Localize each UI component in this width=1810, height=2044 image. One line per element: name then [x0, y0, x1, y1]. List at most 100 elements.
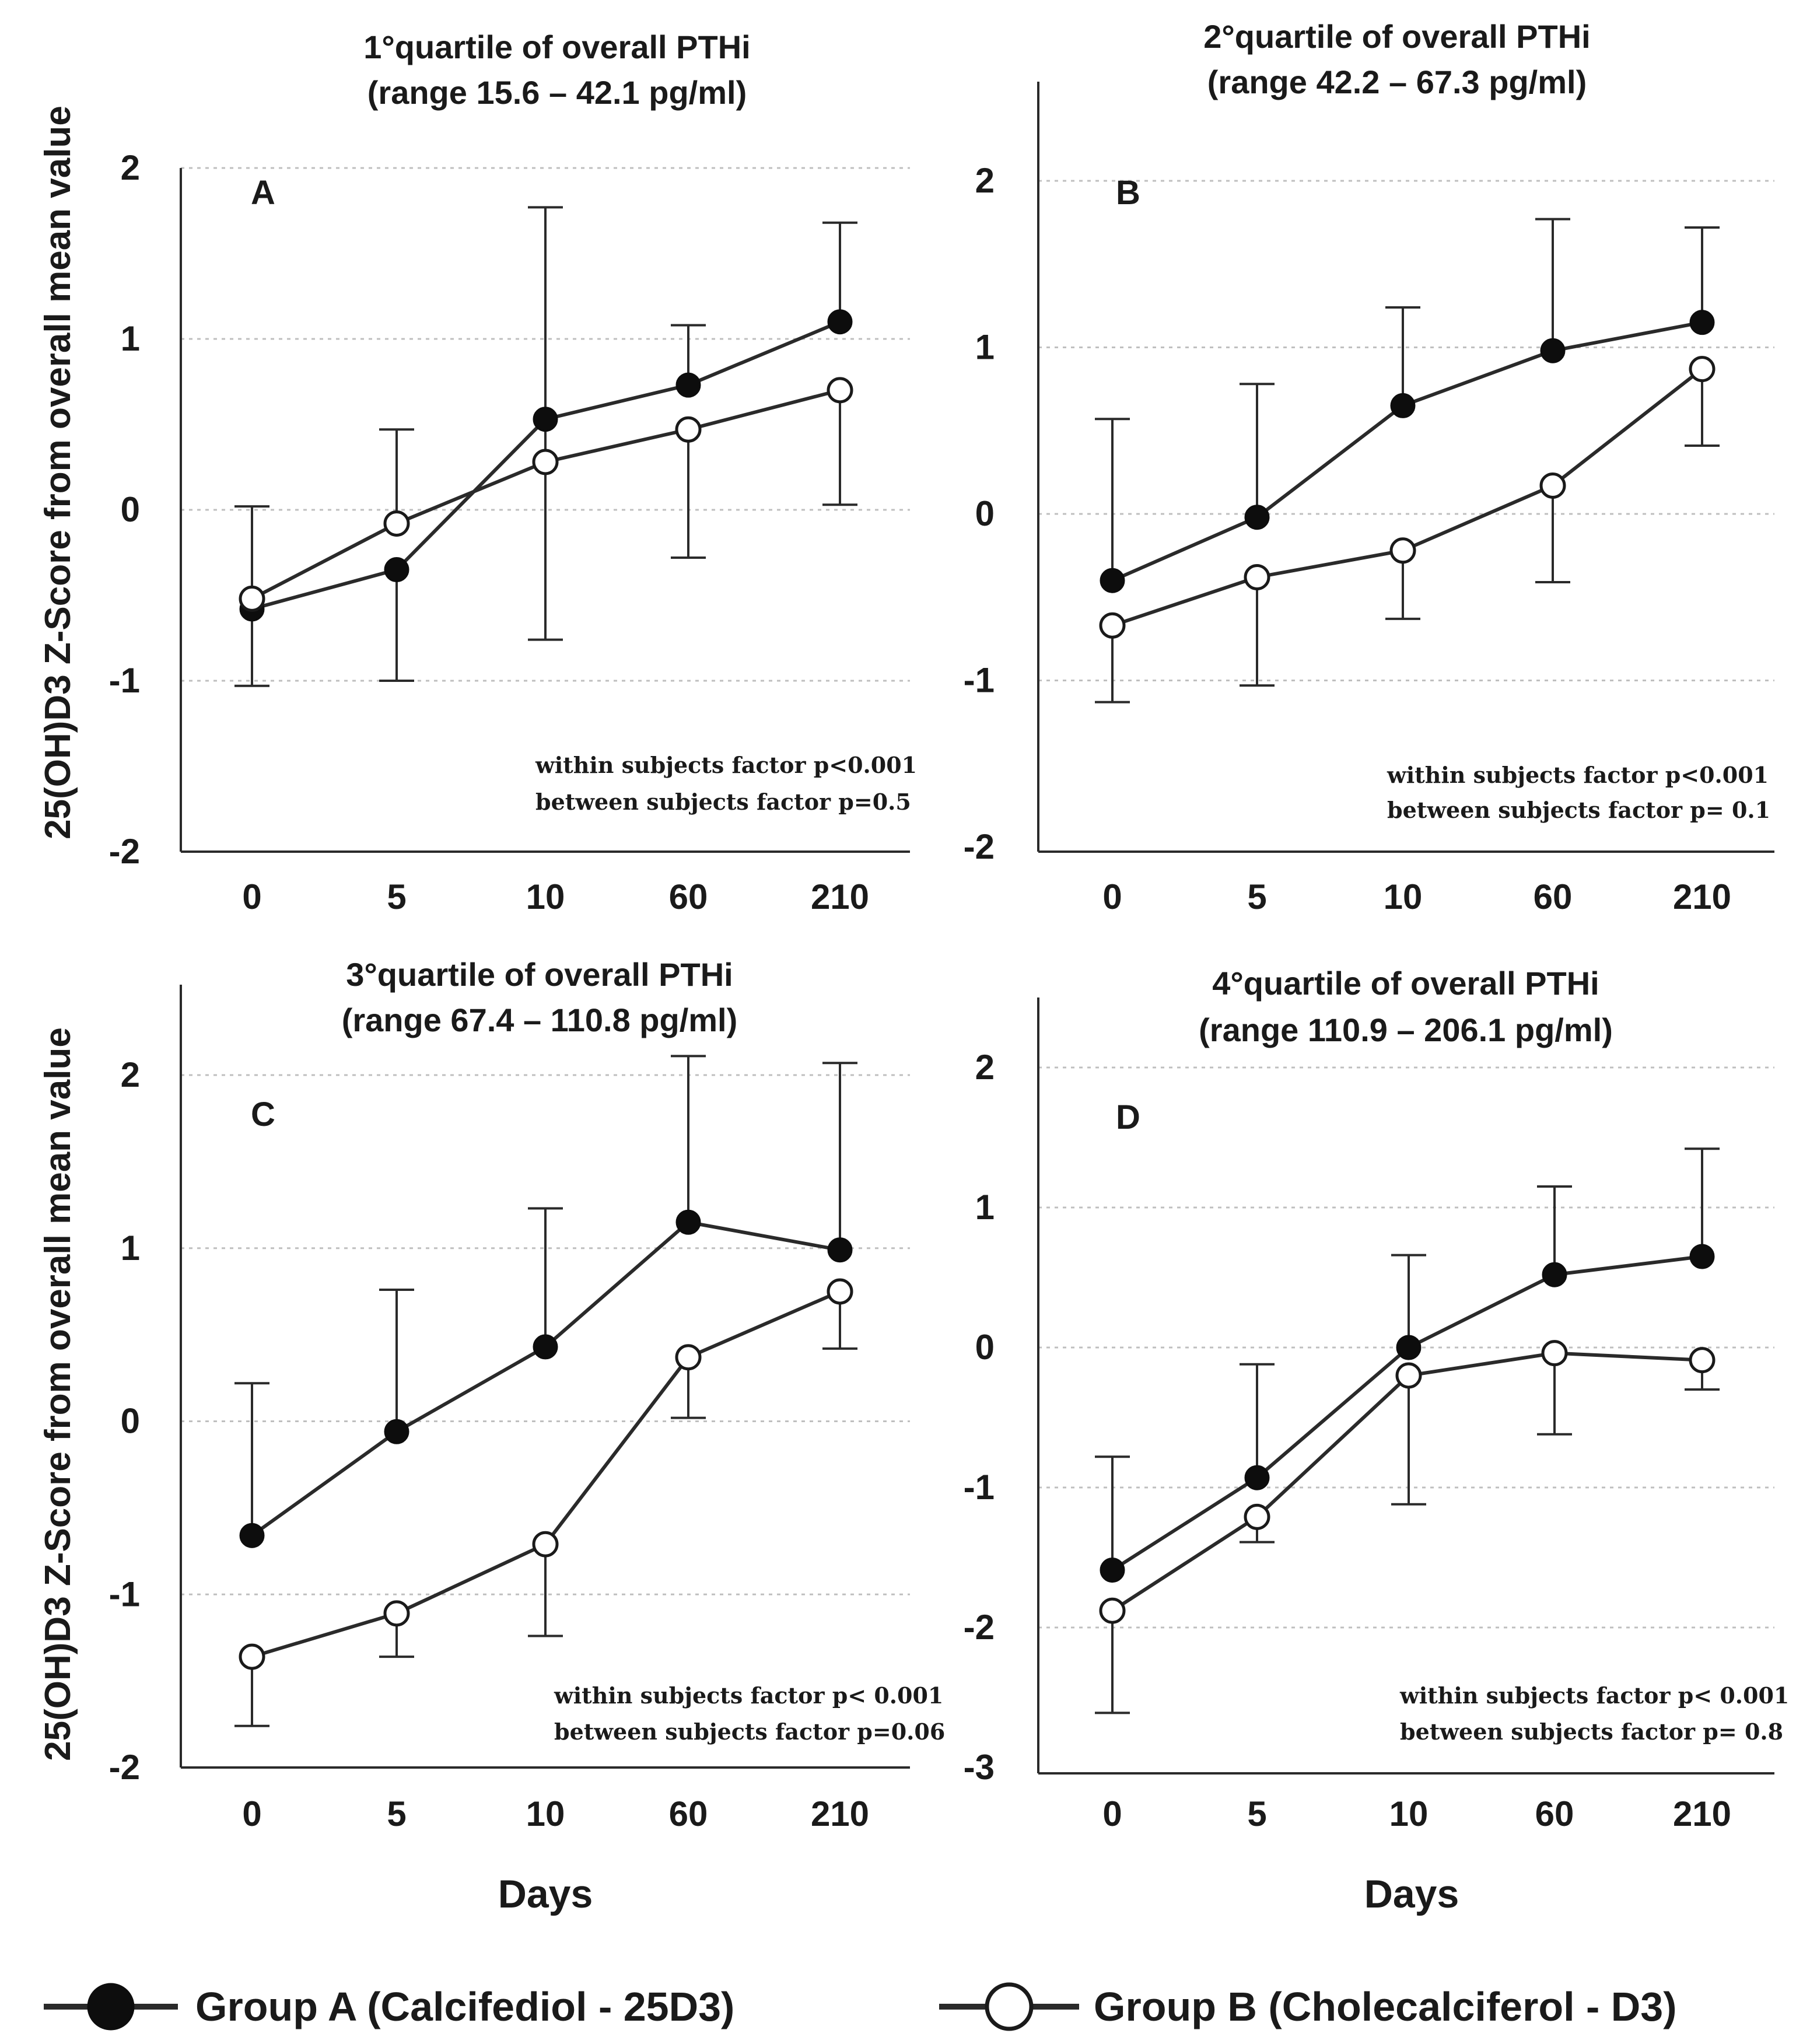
data-point-group-b [675, 416, 702, 443]
x-tick-label: 10 [526, 877, 565, 916]
series-line-group-a [1111, 1255, 1703, 1572]
data-point-group-a [384, 557, 409, 583]
x-tick-label: 210 [811, 1794, 869, 1833]
y-tick-label: 2 [121, 148, 140, 187]
data-point-group-b [1099, 612, 1126, 639]
x-tick-label: 0 [1102, 877, 1122, 916]
y-tick-label: 1 [975, 328, 995, 367]
stat-annotation: within subjects factor p< 0.001 [554, 1682, 943, 1709]
y-tick-label: 0 [121, 1402, 140, 1441]
data-point-group-a [675, 1209, 701, 1235]
x-tick-label: 60 [1534, 877, 1573, 916]
y-tick-label: -3 [964, 1748, 995, 1787]
panel-subtitle: (range 15.6 – 42.1 pg/ml) [367, 74, 747, 111]
x-axis-label: Days [1364, 1872, 1459, 1916]
series-line-group-b [1111, 1351, 1703, 1612]
data-point-group-a [1540, 338, 1566, 363]
panel-letter: A [251, 174, 275, 212]
data-point-group-a [827, 309, 853, 335]
panel-letter: B [1116, 174, 1140, 212]
legend-marker-group-a [87, 1983, 135, 2031]
data-point-group-b [239, 1643, 265, 1670]
stat-annotation: between subjects factor p=0.5 [535, 789, 911, 815]
data-point-group-b [827, 377, 853, 404]
data-point-group-a [239, 1522, 265, 1548]
data-point-group-b [1541, 1340, 1568, 1367]
y-tick-label: -2 [964, 827, 995, 866]
x-tick-label: 5 [387, 877, 406, 916]
data-point-group-a [1689, 1244, 1715, 1269]
y-tick-label: -1 [109, 1574, 140, 1614]
data-point-group-a [1390, 393, 1416, 418]
y-tick-label: 2 [975, 1048, 995, 1087]
stat-annotation: within subjects factor p<0.001 [1387, 762, 1769, 788]
x-tick-label: 210 [1673, 1794, 1731, 1833]
x-tick-label: 60 [1535, 1794, 1574, 1833]
x-tick-label: 5 [387, 1794, 406, 1833]
x-tick-label: 0 [1102, 1794, 1122, 1833]
legend-marker-group-b [985, 1982, 1034, 2031]
data-point-group-b [1389, 537, 1416, 564]
data-point-group-b [532, 1531, 559, 1558]
data-point-group-b [383, 1600, 410, 1627]
stat-annotation: within subjects factor p< 0.001 [1399, 1682, 1789, 1709]
x-tick-label: 10 [1384, 877, 1423, 916]
x-tick-label: 10 [1389, 1794, 1429, 1833]
legend: Group A (Calcifediol - 25D3) Group B (Ch… [44, 1982, 1677, 2031]
y-axis-label-top: 25(OH)D3 Z-Score from overall mean value [38, 106, 78, 839]
x-tick-label: 5 [1247, 1794, 1266, 1833]
x-axis-label: Days [498, 1872, 593, 1916]
data-point-group-a [384, 1419, 409, 1444]
y-tick-label: -2 [109, 832, 140, 871]
y-tick-label: 2 [121, 1055, 140, 1094]
y-tick-label: -1 [109, 661, 140, 700]
panel-subtitle: (range 42.2 – 67.3 pg/ml) [1207, 64, 1587, 100]
data-point-group-b [675, 1344, 702, 1371]
data-point-group-a [1244, 505, 1270, 530]
stat-annotation: between subjects factor p= 0.1 [1387, 797, 1770, 823]
legend-label-group-a: Group A (Calcifediol - 25D3) [195, 1984, 734, 2029]
data-point-group-a [533, 407, 558, 432]
panel-subtitle: (range 110.9 – 206.1 pg/ml) [1199, 1012, 1613, 1048]
data-point-group-a [675, 372, 701, 398]
y-tick-label: -1 [964, 661, 995, 700]
data-point-group-b [827, 1278, 853, 1305]
data-point-group-a [1100, 1558, 1125, 1583]
panel-title: 3°quartile of overall PTHi [346, 956, 733, 993]
stat-annotation: between subjects factor p= 0.8 [1400, 1718, 1783, 1745]
data-point-group-a [1244, 1465, 1270, 1490]
data-point-group-a [1542, 1262, 1567, 1287]
x-tick-label: 210 [1673, 877, 1731, 916]
y-tick-label: 1 [121, 1228, 140, 1268]
data-point-group-b [1689, 356, 1716, 383]
y-tick-label: 0 [121, 490, 140, 529]
panel-letter: D [1116, 1098, 1140, 1136]
y-tick-label: 1 [975, 1188, 995, 1227]
x-tick-label: 60 [669, 877, 708, 916]
data-point-group-a [1689, 310, 1715, 335]
data-point-group-a [533, 1334, 558, 1360]
y-tick-label: 0 [975, 494, 995, 533]
x-tick-label: 10 [526, 1794, 565, 1833]
panel-letter: C [251, 1096, 275, 1133]
y-tick-label: 1 [121, 319, 140, 358]
data-point-group-b [1395, 1362, 1422, 1389]
data-point-group-a [827, 1237, 853, 1263]
y-tick-label: -1 [964, 1468, 995, 1507]
y-tick-label: -2 [964, 1608, 995, 1647]
legend-label-group-b: Group B (Cholecalciferol - D3) [1094, 1984, 1677, 2029]
stat-annotation: between subjects factor p=0.06 [554, 1718, 945, 1745]
y-tick-label: 2 [975, 161, 995, 200]
data-point-group-b [383, 510, 410, 537]
data-point-group-b [1689, 1347, 1716, 1374]
data-point-group-b [239, 585, 265, 612]
x-tick-label: 5 [1247, 877, 1266, 916]
y-tick-label: 0 [975, 1328, 995, 1367]
data-point-group-b [532, 449, 559, 475]
x-tick-label: 0 [242, 877, 261, 916]
y-tick-label: -2 [109, 1748, 140, 1787]
